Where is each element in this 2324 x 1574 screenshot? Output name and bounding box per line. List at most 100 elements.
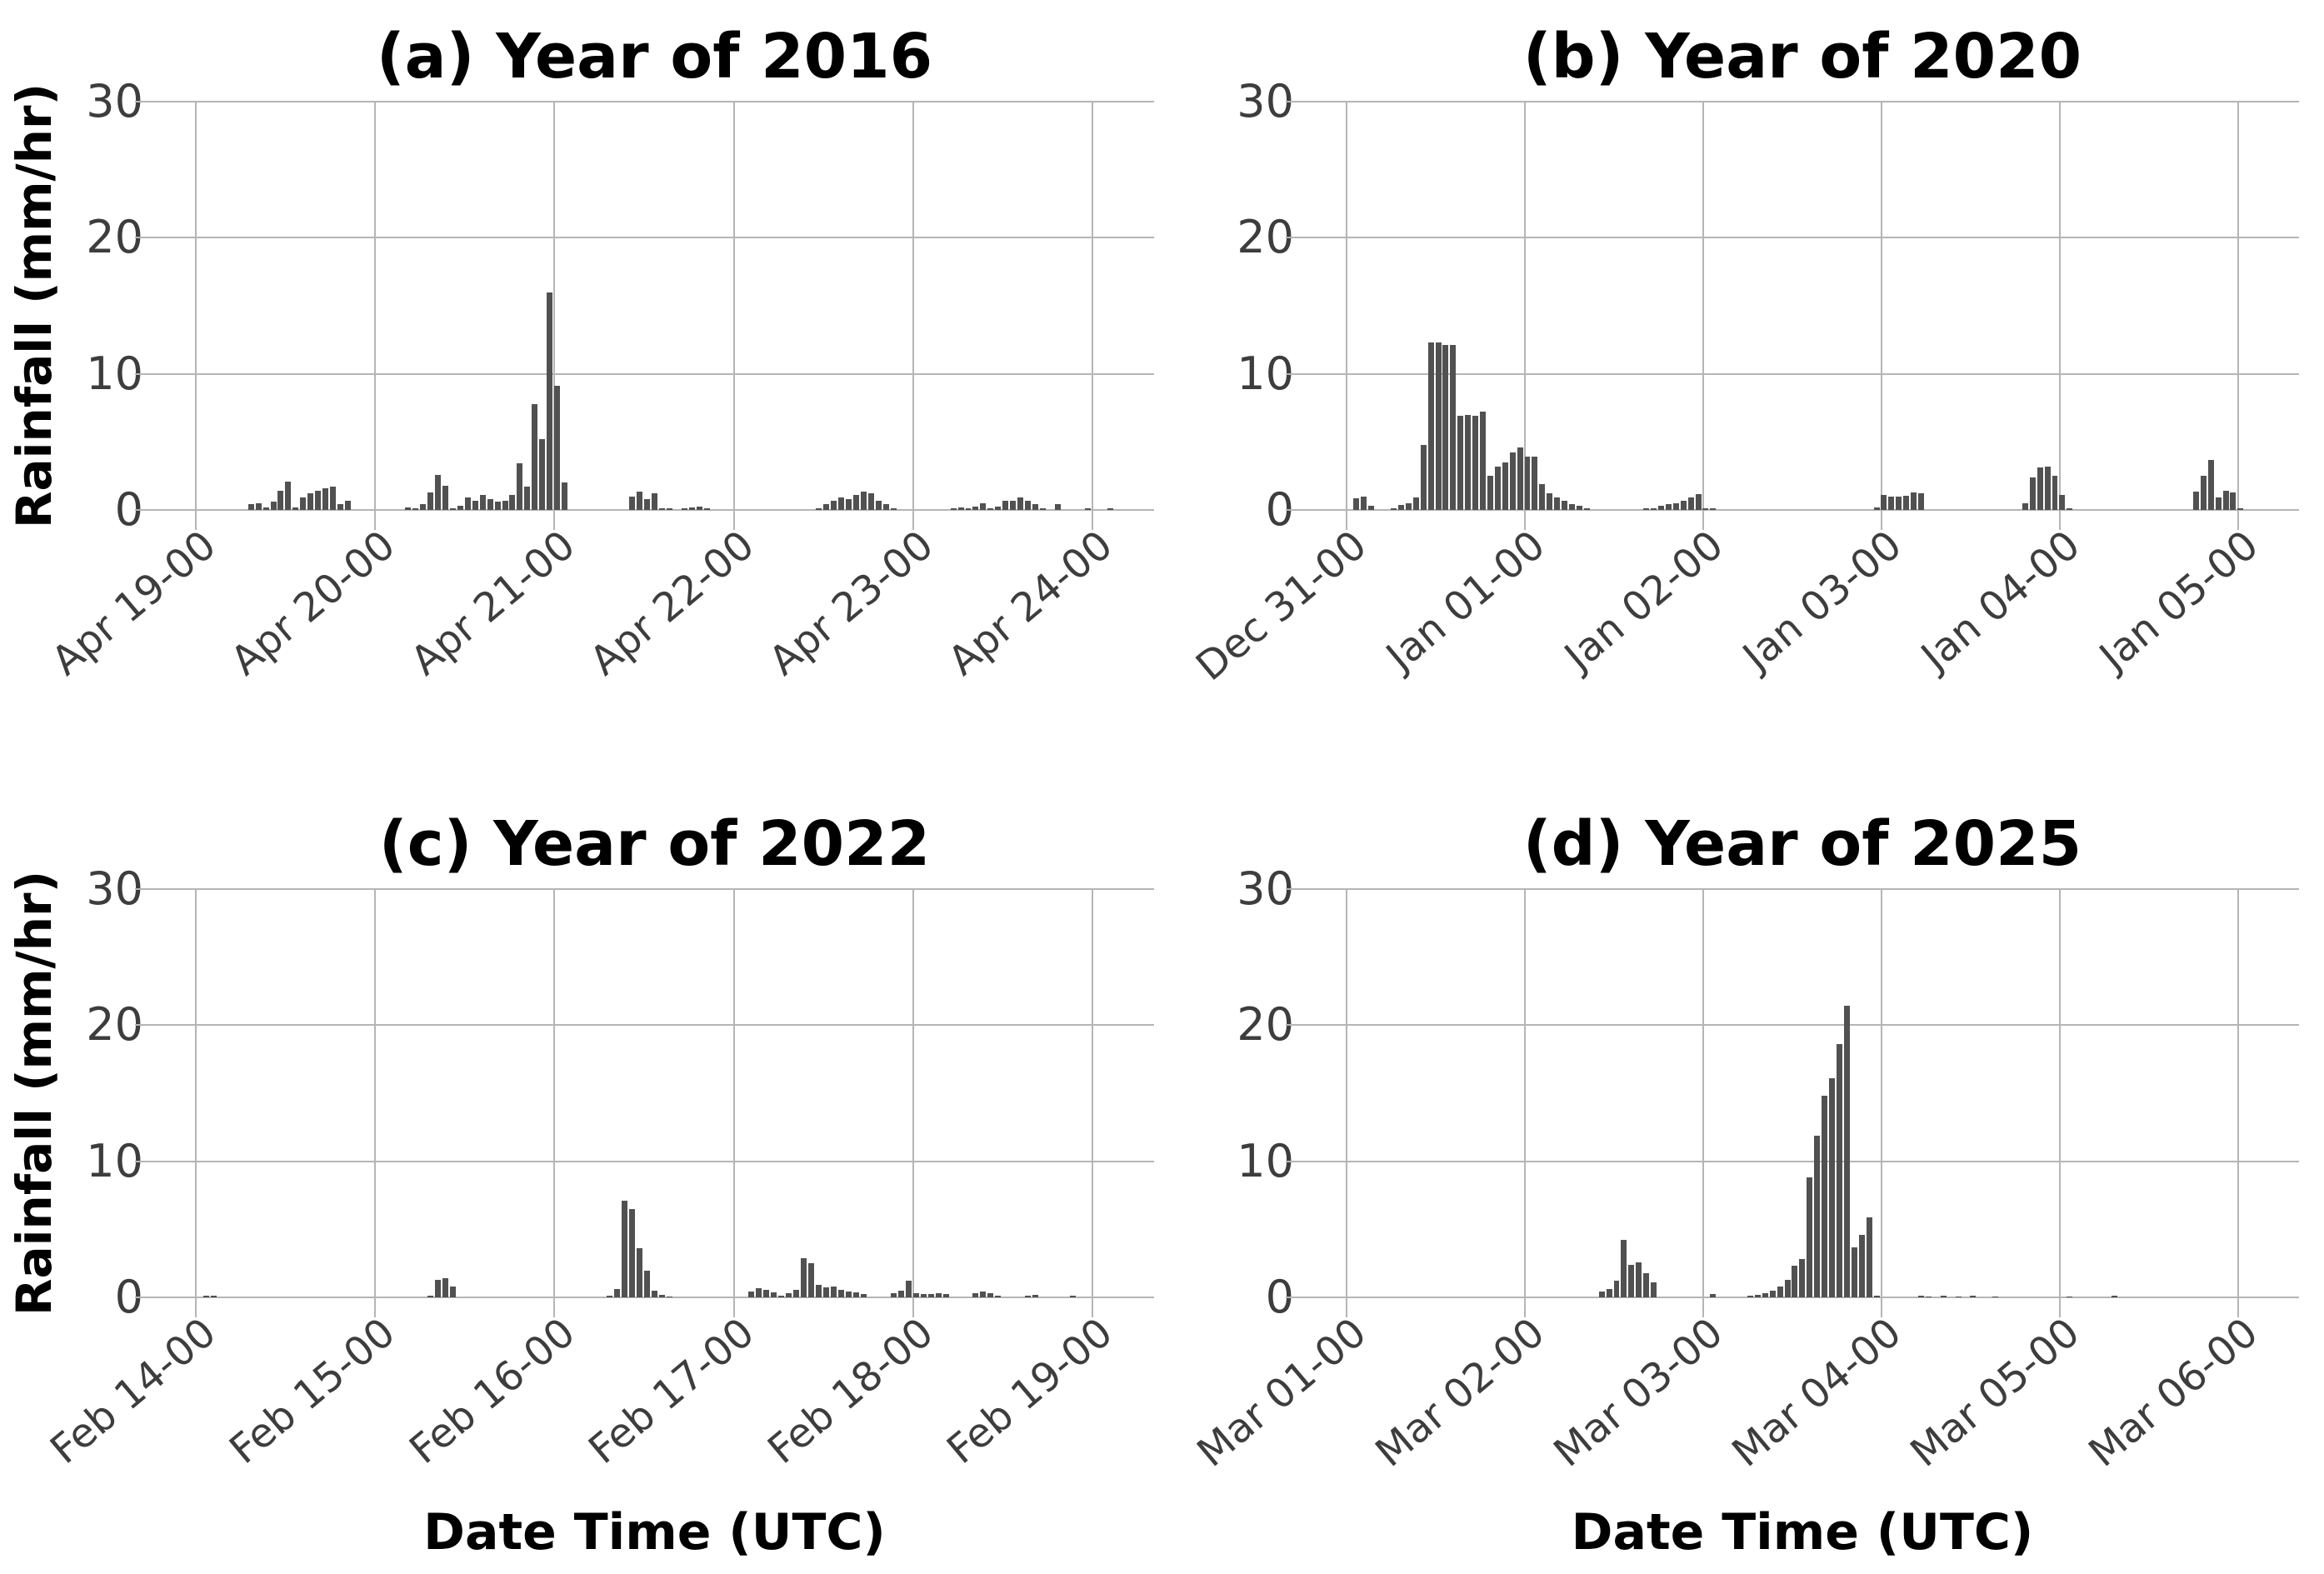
y-tick-label: 10 [86,347,143,400]
rain-bar [696,506,702,510]
gridline-vertical [1523,102,1526,530]
rain-bar [1858,1234,1865,1297]
rain-bar [965,508,972,510]
rain-bar [1940,1296,1947,1297]
rain-bar [628,496,635,510]
rain-bar [831,500,837,510]
gridline-vertical [1345,889,1347,1317]
rain-bar [890,507,897,510]
gridline-horizontal [135,509,1154,511]
rain-bar [628,1208,635,1297]
rain-bar [1361,496,1367,510]
rain-bar [539,439,546,510]
plot-area-d [1286,888,2299,1317]
rain-bar [846,1292,852,1297]
rain-bar [1792,1266,1798,1297]
rain-bar [1636,1262,1642,1297]
rain-bar [1822,1096,1828,1297]
rain-bar [1873,1296,1880,1297]
rain-bar [1032,1294,1039,1297]
plot-wrapper-d: (d) Year of 2025 Mar 01-00 Mar 02-00 Mar 0… [1189,806,2299,1562]
rain-bar [322,487,329,510]
rain-bar [1539,483,1546,510]
gridline-vertical [374,102,377,530]
rain-bar [651,1290,657,1297]
rain-bar [1687,497,1694,510]
rain-bar [1107,508,1113,510]
gridline-vertical [553,889,556,1317]
y-tick-label: 20 [86,998,143,1052]
gridline-vertical [732,889,735,1317]
rain-bar [1643,508,1650,510]
rain-bar [1010,500,1017,510]
rain-bar [494,502,501,510]
rain-bar [345,500,352,510]
subplot-a: Rainfall (mm/hr) 0 10 20 30 (a) Year of 201… [0,0,1179,787]
gridline-horizontal [135,888,1154,890]
rain-bar [927,1293,934,1297]
rain-bar [449,507,456,510]
x-axis-label-d: Date Time (UTC) [1571,1503,2034,1562]
rain-bar [554,386,561,510]
rain-bar [1509,452,1516,510]
rain-bar [1480,412,1486,510]
rain-bar [1866,1217,1872,1297]
rain-bar [1397,505,1404,510]
rain-bar [980,1291,987,1297]
gridline-vertical [1345,102,1347,530]
rain-bar [292,507,299,510]
rain-bar [1784,1279,1791,1297]
rain-bar [703,508,710,510]
gridline-vertical [2058,102,2061,530]
rain-bar [1427,342,1434,510]
y-tick-label: 20 [86,211,143,264]
rain-bar [337,504,344,510]
rain-bar [1747,1296,1753,1297]
y-tick-label: 20 [1237,211,1294,264]
x-tick-label: Mar 01-00 [1188,1309,1376,1477]
rain-bar [1777,1286,1783,1297]
gridline-vertical [1702,889,1704,1317]
rain-bar [838,1290,845,1297]
rain-bar [801,1257,807,1297]
rain-bar [1911,492,1917,510]
rain-bar [1524,457,1531,510]
rain-bar [2044,466,2051,510]
rain-bar [950,507,957,510]
rain-bar [2237,508,2244,510]
rain-bar [1807,1177,1813,1297]
gridline-vertical [2058,889,2061,1317]
rain-bar [277,491,284,510]
rain-bar [1002,501,1009,510]
rain-bar [202,1295,209,1297]
rain-bar [1680,501,1687,510]
subplot-b-title: (b) Year of 2020 [1522,21,2082,92]
x-tick-label: Jan 02-00 [1556,522,1732,680]
rain-bar [1613,1281,1620,1297]
rain-bar [427,1295,433,1297]
y-axis-label-box-a: Rainfall (mm/hr) [0,83,68,528]
rain-bar [1829,1078,1835,1297]
x-tick-label: Jan 04-00 [1912,522,2089,680]
rain-bar [1420,444,1427,510]
rain-bar [315,491,322,510]
gridline-horizontal [135,101,1154,102]
rain-bar [2052,476,2058,510]
plot-area-c [135,888,1154,1317]
gridline-horizontal [135,1160,1154,1162]
rain-bar [2222,491,2229,510]
rain-bar [852,495,859,510]
rain-bar [1032,503,1039,510]
rain-bar [300,497,307,510]
y-tick-label: 10 [1237,1134,1294,1187]
y-axis-label-box-c: Rainfall (mm/hr) [0,871,68,1316]
rain-bar [972,1293,979,1297]
rain-bar [1843,1006,1850,1297]
gridline-vertical [1092,102,1094,530]
gridline-vertical [732,102,735,530]
rain-bar [666,508,672,510]
rain-bar [270,502,277,510]
rain-bar [823,504,830,510]
x-tick-label: Apr 20-00 [222,522,405,685]
x-tick-label: Feb 14-00 [42,1309,225,1473]
